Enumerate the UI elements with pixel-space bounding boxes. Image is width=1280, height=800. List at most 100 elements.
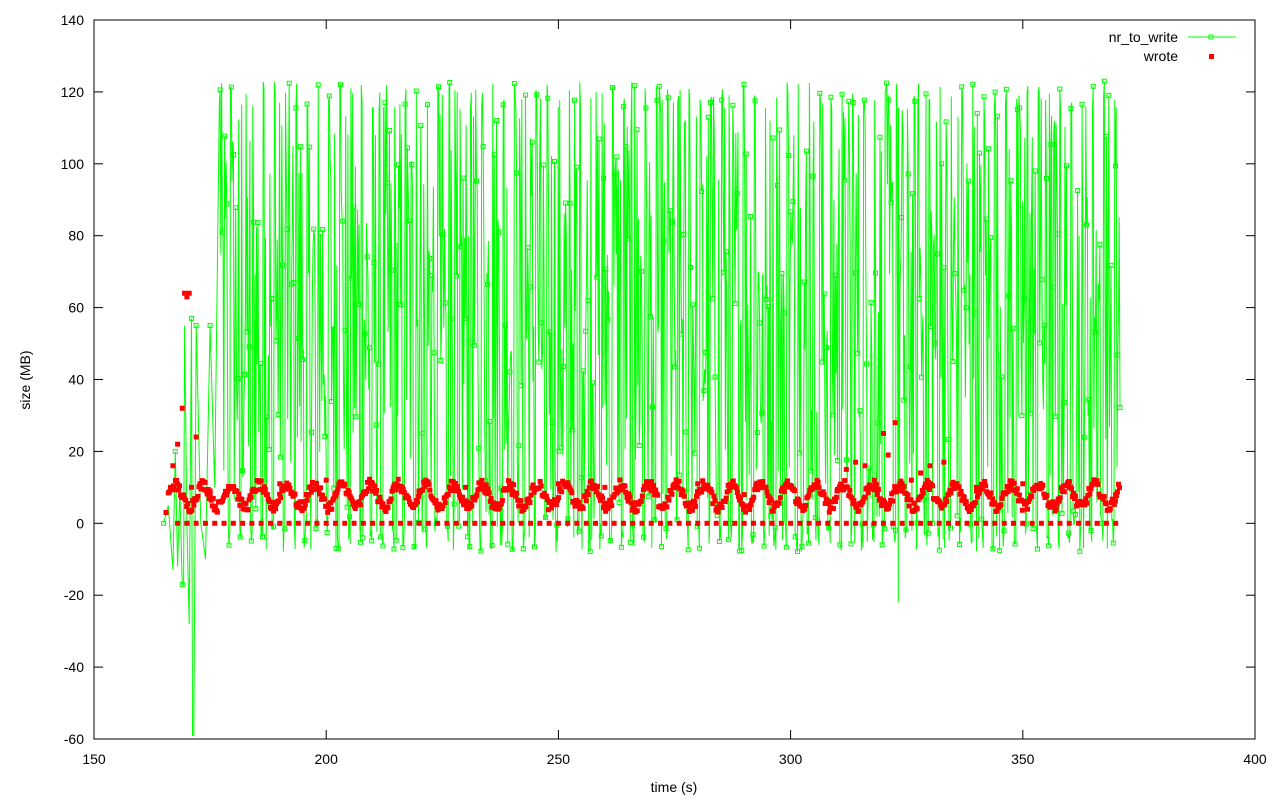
point-wrote (797, 520, 803, 526)
point-wrote (899, 488, 905, 494)
point-nr-to-write (696, 545, 702, 551)
point-wrote (374, 487, 380, 493)
point-wrote (583, 520, 589, 526)
point-wrote (613, 485, 619, 491)
point-nr-to-write (574, 164, 580, 170)
point-wrote (416, 520, 422, 526)
point-wrote (750, 497, 756, 503)
point-nr-to-write (311, 226, 317, 232)
point-wrote (1054, 501, 1060, 507)
point-nr-to-write (832, 272, 838, 278)
point-wrote (204, 491, 210, 497)
point-wrote (769, 520, 775, 526)
point-wrote (871, 487, 877, 493)
point-nr-to-write (799, 543, 805, 549)
point-wrote (603, 508, 609, 514)
point-wrote (847, 487, 853, 493)
point-wrote (1025, 506, 1031, 512)
point-nr-to-write (927, 323, 933, 329)
point-wrote (820, 489, 826, 495)
point-nr-to-write (382, 100, 388, 106)
point-nr-to-write (342, 327, 348, 333)
point-nr-to-write (701, 388, 707, 394)
point-nr-to-write (821, 291, 827, 297)
point-nr-to-write (768, 513, 774, 519)
point-wrote (529, 485, 535, 491)
point-wrote (741, 492, 747, 498)
point-nr-to-write (837, 542, 843, 548)
point-wrote (166, 489, 172, 495)
point-wrote (734, 490, 740, 496)
point-nr-to-write (994, 113, 1000, 119)
point-wrote (239, 496, 245, 502)
point-wrote (351, 520, 357, 526)
point-nr-to-write (440, 231, 446, 237)
point-nr-to-write (817, 90, 823, 96)
point-wrote (193, 434, 199, 440)
point-wrote (669, 491, 675, 497)
point-wrote (383, 509, 389, 515)
point-nr-to-write (979, 516, 985, 522)
x-tick-label: 200 (315, 751, 339, 767)
point-wrote (954, 481, 960, 487)
point-wrote (644, 485, 650, 491)
point-wrote (733, 485, 739, 491)
point-nr-to-write (231, 152, 237, 158)
point-wrote (453, 520, 459, 526)
point-nr-to-write (1001, 528, 1007, 534)
point-wrote (195, 493, 201, 499)
point-wrote (435, 507, 441, 513)
point-nr-to-write (189, 315, 195, 321)
point-wrote (615, 489, 621, 495)
point-nr-to-write (235, 376, 241, 382)
series-wrote (163, 290, 1122, 526)
point-wrote (815, 479, 821, 485)
point-wrote (816, 485, 822, 491)
point-nr-to-write (500, 102, 506, 108)
point-nr-to-write (226, 542, 232, 548)
point-wrote (171, 487, 177, 493)
point-wrote (944, 499, 950, 505)
point-nr-to-write (478, 548, 484, 554)
point-wrote (695, 481, 701, 487)
point-wrote (385, 505, 391, 511)
point-wrote (770, 508, 776, 514)
point-nr-to-write (1010, 325, 1016, 331)
point-wrote (1053, 506, 1059, 512)
point-wrote (760, 478, 766, 484)
point-wrote (1095, 481, 1101, 487)
point-wrote (834, 520, 840, 526)
point-wrote (576, 499, 582, 505)
point-nr-to-write (1066, 530, 1072, 536)
point-wrote (307, 484, 313, 490)
point-wrote (234, 488, 240, 494)
point-nr-to-write (193, 323, 199, 329)
point-nr-to-write (828, 94, 834, 100)
point-wrote (834, 488, 840, 494)
point-wrote (653, 487, 659, 493)
point-wrote (509, 492, 515, 498)
point-nr-to-write (373, 422, 379, 428)
point-nr-to-write (1032, 168, 1038, 174)
point-nr-to-write (1055, 231, 1061, 237)
point-wrote (676, 478, 682, 484)
point-nr-to-write (375, 361, 381, 367)
legend-label-nr-to-write: nr_to_write (1109, 29, 1178, 45)
point-nr-to-write (614, 154, 620, 160)
point-wrote (680, 488, 686, 494)
point-wrote (531, 489, 537, 495)
point-nr-to-write (297, 144, 303, 150)
point-wrote (930, 483, 936, 489)
point-nr-to-write (765, 304, 771, 310)
point-nr-to-write (1059, 510, 1065, 516)
point-nr-to-write (217, 87, 223, 93)
point-wrote (583, 498, 589, 504)
point-wrote (898, 478, 904, 484)
point-wrote (899, 481, 905, 487)
point-nr-to-write (641, 534, 647, 540)
point-wrote (1029, 520, 1035, 526)
point-nr-to-write (384, 180, 390, 186)
point-wrote (710, 501, 716, 507)
point-wrote (176, 487, 182, 493)
point-wrote (451, 483, 457, 489)
